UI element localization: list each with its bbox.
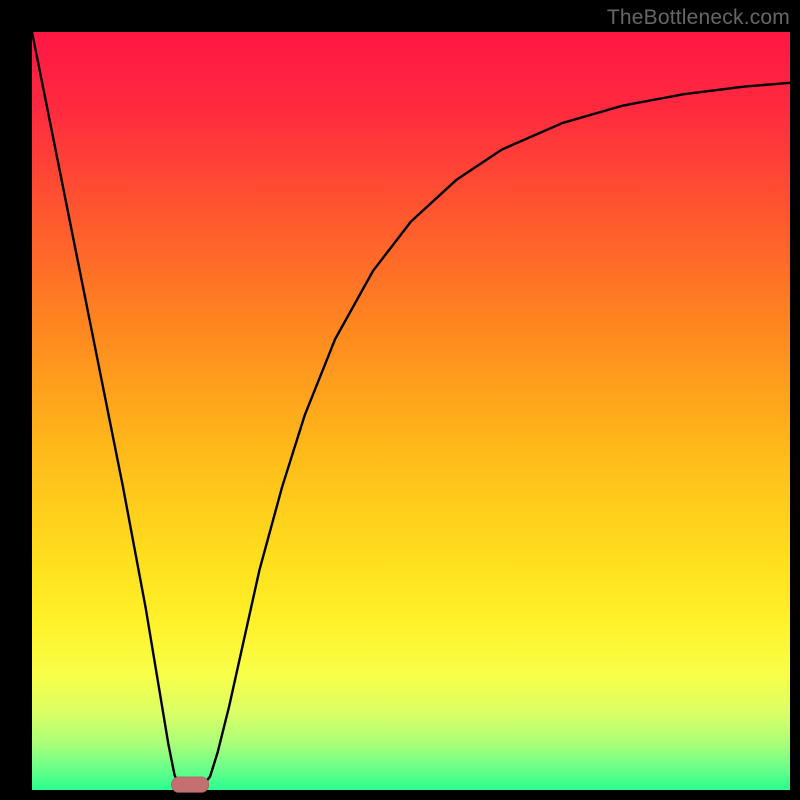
- chart-frame: TheBottleneck.com: [0, 0, 800, 800]
- bottleneck-curve: [32, 32, 790, 788]
- plot-area: TheBottleneck.com: [32, 32, 790, 790]
- curve-layer: [32, 32, 790, 790]
- watermark-label: TheBottleneck.com: [607, 6, 790, 32]
- optimum-marker: [171, 776, 209, 793]
